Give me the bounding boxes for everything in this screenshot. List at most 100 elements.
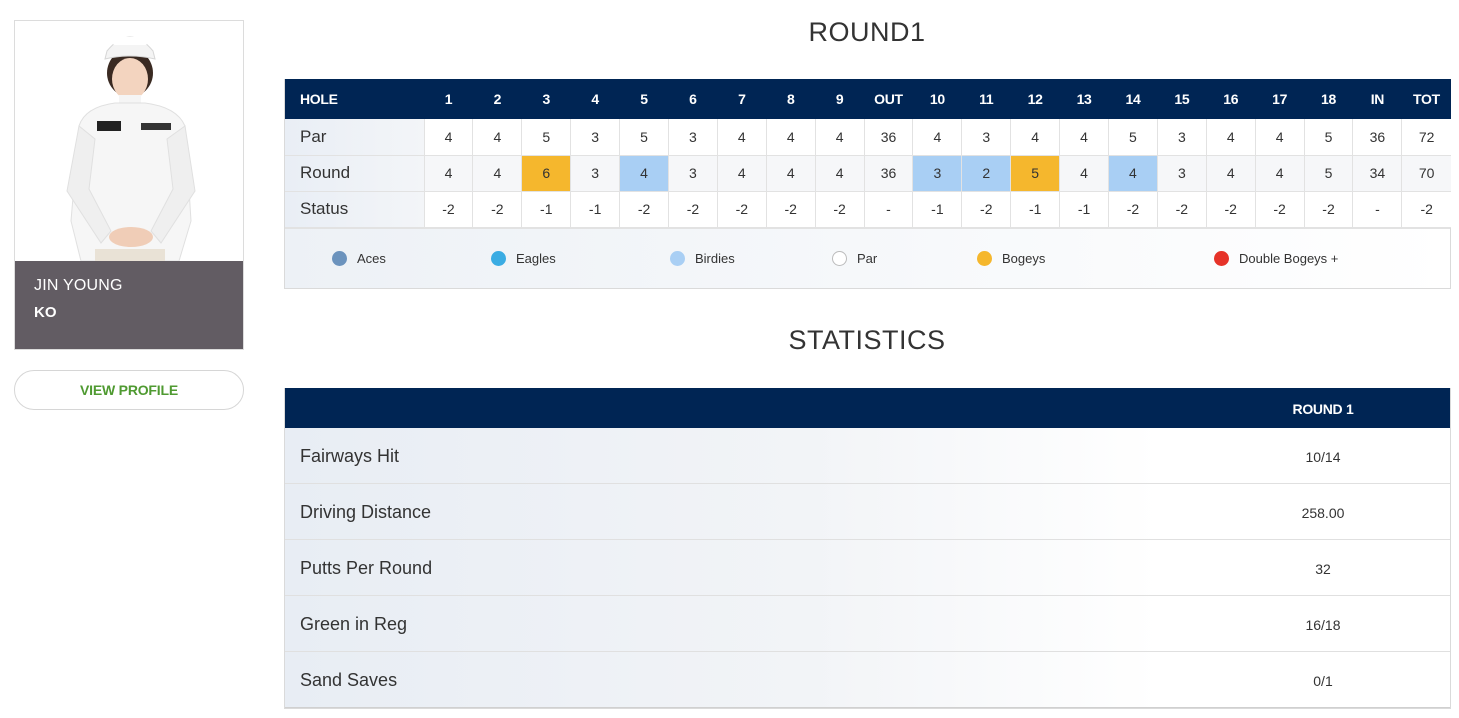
stat-value: 0/1 [1313,673,1333,689]
legend-dot-icon [491,250,506,266]
hole-column-header: 10 [912,79,962,119]
score-cell: 4 [716,155,767,192]
score-cell: 3 [570,155,620,192]
score-cell: -2 [716,191,767,228]
legend-dot-icon [977,250,992,266]
score-cell: 4 [1059,119,1109,156]
legend-dot-icon [670,250,685,266]
row-label: Status [285,191,425,228]
view-profile-button[interactable]: VIEW PROFILE [14,370,244,410]
score-cell: -1 [912,191,962,228]
score-cell: -2 [1254,191,1305,228]
score-cell: 3 [961,119,1011,156]
legend-item: Par [832,250,877,266]
score-cell: 3 [570,119,620,156]
legend-item: Double Bogeys + [1214,250,1339,266]
score-cell: -2 [1401,191,1451,228]
score-cell: 4 [814,155,865,192]
score-cell: 4 [1205,119,1256,156]
score-cell: -2 [1156,191,1207,228]
score-cell: 5 [1303,155,1353,192]
scorecard-body: Par 4 4 5 3 5 3 4 4 4 36 4 3 4 4 5 3 4 4 5 36 72 Round 4 4 6 3 4 3 4 4… [285,119,1451,228]
score-cell: 36 [1352,119,1402,156]
hole-column-header: 4 [570,79,620,119]
stat-row: Fairways Hit 10/14 [285,428,1450,484]
score-cell: -2 [667,191,718,228]
score-cell: 4 [716,119,767,156]
round-title: ROUND1 [808,17,926,47]
player-photo [15,21,243,261]
hole-column-header: 18 [1304,79,1353,119]
player-last-name: KO [34,304,57,321]
score-cell: -2 [423,191,473,228]
scorecard-row-par: Par 4 4 5 3 5 3 4 4 4 36 4 3 4 4 5 3 4 4 5 36 72 [285,119,1451,156]
hole-column-header: 2 [472,79,522,119]
player-card: JIN YOUNG KO [14,20,244,350]
score-cell: -2 [814,191,865,228]
statistics-table: ROUND 1 Fairways Hit 10/14 Driving Distanc… [284,388,1451,709]
score-cell: 72 [1401,119,1451,156]
stat-row: Driving Distance 258.00 [285,484,1450,540]
score-cell: 4 [1254,155,1305,192]
stat-value: 32 [1315,561,1331,577]
score-cell: - [1352,191,1402,228]
stat-value: 10/14 [1305,449,1341,465]
score-cell: -2 [472,191,522,228]
legend-item: Bogeys [977,250,1046,266]
score-cell: 36 [863,119,913,156]
legend-label: Eagles [516,250,556,266]
score-cell: 3 [1156,155,1207,192]
hole-header: HOLE [285,79,425,119]
hole-column-header: OUT [864,79,913,119]
hole-column-header: TOT [1401,79,1451,119]
score-cell: 36 [863,155,913,192]
score-cell: 5 [619,119,669,156]
hole-column-header: 3 [521,79,571,119]
hole-column-header: 1 [424,79,473,119]
legend-label: Aces [357,250,386,266]
hole-column-header: 16 [1206,79,1256,119]
score-cell: 4 [912,119,962,156]
score-cell: 4 [814,119,865,156]
legend-item: Birdies [670,250,735,266]
round-1-column-header: ROUND 1 [1292,401,1354,417]
legend-item: Aces [332,250,386,266]
stat-row: Putts Per Round 32 [285,540,1450,596]
stat-label: Driving Distance [300,502,432,522]
score-cell: 5 [1108,119,1158,156]
score-cell: 4 [619,155,669,192]
score-cell: 4 [1254,119,1305,156]
score-cell: 3 [1156,119,1207,156]
score-cell: 5 [521,119,571,156]
score-cell: 4 [1059,155,1109,192]
stat-label: Putts Per Round [300,558,433,578]
score-cell: 5 [1303,119,1353,156]
score-cell: 3 [667,155,718,192]
score-cell: 3 [912,155,962,192]
hole-column-header: 6 [668,79,718,119]
legend-dot-icon [332,250,347,266]
row-label: Round [285,155,425,192]
score-cell: 6 [521,155,571,192]
legend-label: Birdies [695,250,735,266]
score-cell: 4 [1010,119,1060,156]
legend-label: Bogeys [1002,250,1046,266]
score-cell: 4 [765,119,816,156]
hole-column-header: 12 [1010,79,1060,119]
row-label: Par [285,119,425,156]
scorecard-row-status: Status -2 -2 -1 -1 -2 -2 -2 -2 -2- -1 -2 -1 -1 -2 -2 -2-… [285,191,1451,228]
legend-label: Double Bogeys + [1239,250,1339,266]
score-cell: -2 [765,191,816,228]
hole-column-header: 7 [717,79,767,119]
hole-column-header: 5 [619,79,669,119]
score-cell: -1 [570,191,620,228]
score-cell: 4 [423,155,473,192]
score-cell: -1 [1059,191,1109,228]
score-cell: 2 [961,155,1011,192]
score-cell: -2 [1303,191,1353,228]
stat-row: Sand Saves 0/1 [285,652,1450,708]
stat-value: 258.00 [1301,505,1345,521]
score-cell: -2 [961,191,1011,228]
score-cell: 70 [1401,155,1451,192]
stat-row: Green in Reg 16/18 [285,596,1450,652]
